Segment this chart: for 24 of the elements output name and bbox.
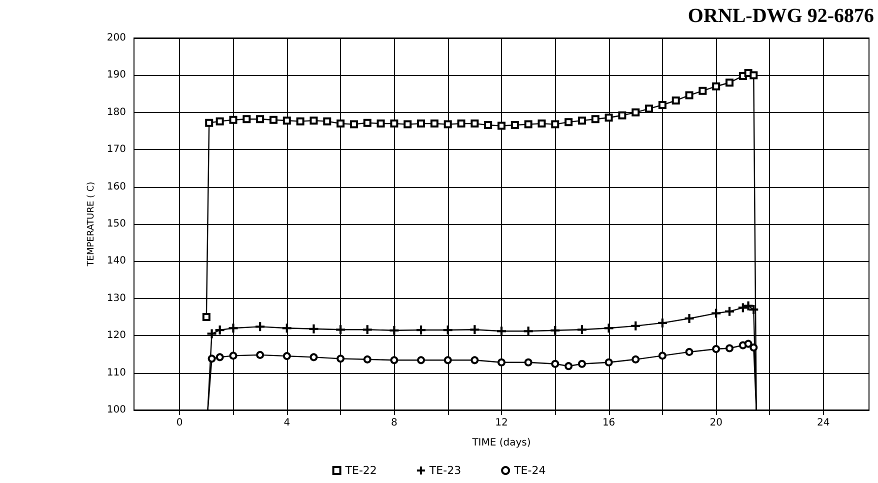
legend-label: TE-22 <box>344 464 377 477</box>
y-tick-label: 120 <box>106 330 126 342</box>
y-tick-label: 160 <box>106 181 126 192</box>
legend-label: TE-23 <box>428 464 462 477</box>
y-tick-label: 110 <box>106 367 126 378</box>
x-tick-label: 4 <box>284 418 290 428</box>
y-tick-label: 200 <box>106 32 126 44</box>
x-tick-label: 12 <box>495 418 508 428</box>
y-tick-label: 180 <box>106 106 126 118</box>
y-tick-label: 130 <box>106 292 126 304</box>
x-tick-label: 16 <box>602 418 616 428</box>
y-tick-label: 140 <box>106 256 126 267</box>
x-axis-title: TIME (days) <box>471 438 531 448</box>
text: ORNL-DWG 92-6876 <box>688 5 874 27</box>
y-tick-label: 170 <box>106 144 126 156</box>
x-tick-label: 0 <box>176 418 183 428</box>
x-tick-label: 8 <box>391 418 398 428</box>
y-tick-label: 150 <box>106 218 126 230</box>
x-tick-label: 20 <box>710 418 722 428</box>
x-tick-label: 24 <box>817 418 830 428</box>
y-tick-label: 100 <box>106 404 126 416</box>
y-axis-title: TEMPERATURE ( C) <box>86 182 96 268</box>
legend-label: TE-24 <box>513 464 546 477</box>
y-tick-label: 190 <box>106 70 126 81</box>
